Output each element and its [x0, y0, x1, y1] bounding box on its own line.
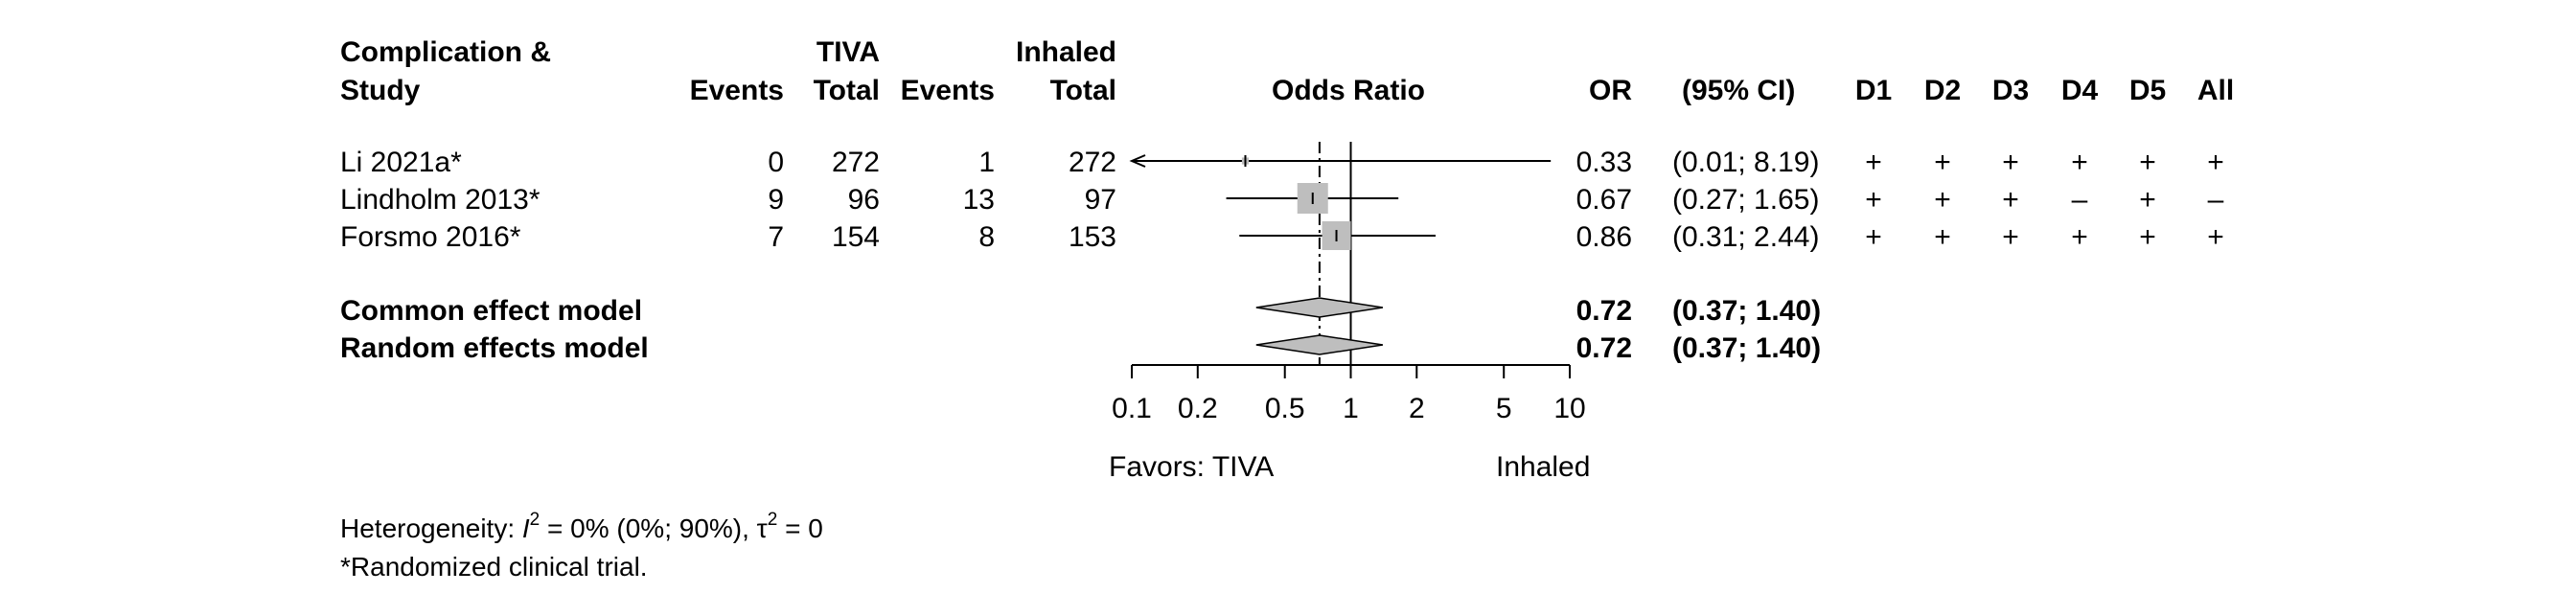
- rob-row: + + + + + +: [1865, 147, 2224, 178]
- study-total-inhaled: 97: [1085, 184, 1116, 216]
- rob-symbol: +: [2002, 184, 2019, 216]
- x-tick-label: 0.1: [1112, 393, 1152, 424]
- study-events-inhaled: 8: [978, 221, 995, 253]
- header-rob-d4: D4: [2061, 75, 2099, 106]
- model-name: Common effect model: [340, 295, 642, 327]
- rob-symbol: +: [2002, 147, 2019, 178]
- model-name: Random effects model: [340, 332, 649, 364]
- ci-arrow-left: [1129, 154, 1146, 168]
- study-ci: (0.27; 1.65): [1672, 184, 1819, 216]
- study-or: 0.67: [1576, 184, 1632, 216]
- header-study: Study: [340, 75, 421, 106]
- rob-symbol: +: [2002, 221, 2019, 253]
- study-ci: (0.01; 8.19): [1672, 147, 1819, 178]
- rob-symbol: +: [1934, 147, 1951, 178]
- rob-row: + + + + + +: [1865, 221, 2224, 253]
- rob-symbol: –: [2072, 184, 2088, 216]
- study-total-tiva: 96: [848, 184, 880, 216]
- pooled-diamond: [1255, 297, 1384, 318]
- x-tick-label: 10: [1553, 393, 1585, 424]
- header-events-1: Events: [690, 75, 784, 106]
- x-tick-label: 2: [1409, 393, 1425, 424]
- x-tick-label: 0.2: [1178, 393, 1218, 424]
- study-name: Li 2021a*: [340, 147, 462, 178]
- rob-symbol: +: [2139, 147, 2156, 178]
- rob-row: + + + – + –: [1865, 184, 2223, 216]
- x-tick-label: 0.5: [1265, 393, 1305, 424]
- header-complication: Complication &: [340, 36, 551, 68]
- study-events-tiva: 9: [768, 184, 784, 216]
- rob-symbol: +: [1934, 221, 1951, 253]
- rob-symbol: +: [1865, 184, 1882, 216]
- study-events-inhaled: 13: [963, 184, 995, 216]
- study-or: 0.86: [1576, 221, 1632, 253]
- header-rob-d3: D3: [1992, 75, 2029, 106]
- rob-symbol: +: [2207, 221, 2224, 253]
- study-total-tiva: 154: [832, 221, 880, 253]
- header-rob-all: All: [2197, 75, 2234, 106]
- favors-inhaled-label: Inhaled: [1496, 451, 1590, 483]
- header-rob-d2: D2: [1924, 75, 1961, 106]
- rob-symbol: +: [2207, 147, 2224, 178]
- study-name: Forsmo 2016*: [340, 221, 521, 253]
- header-group1: TIVA: [816, 36, 880, 68]
- rob-symbol: +: [2071, 221, 2088, 253]
- rob-symbol: +: [1865, 147, 1882, 178]
- study-ci: (0.31; 2.44): [1672, 221, 1819, 253]
- header-ci: (95% CI): [1682, 75, 1795, 106]
- rob-symbol: +: [1865, 221, 1882, 253]
- study-or: 0.33: [1576, 147, 1632, 178]
- model-or: 0.72: [1576, 295, 1632, 327]
- study-events-tiva: 7: [768, 221, 784, 253]
- rob-symbol: +: [2139, 221, 2156, 253]
- rob-symbol: +: [1934, 184, 1951, 216]
- trial-footnote: *Randomized clinical trial.: [340, 552, 648, 582]
- pooled-diamond: [1255, 334, 1384, 355]
- model-ci: (0.37; 1.40): [1672, 295, 1821, 327]
- header-total-1: Total: [814, 75, 880, 106]
- x-tick-label: 5: [1496, 393, 1512, 424]
- header-rob-d1: D1: [1855, 75, 1892, 106]
- favors-tiva-label: Favors: TIVA: [1109, 451, 1274, 483]
- study-events-tiva: 0: [768, 147, 784, 178]
- header-events-2: Events: [901, 75, 995, 106]
- heterogeneity-note: Heterogeneity: I2 = 0% (0%; 90%), τ2 = 0: [340, 510, 823, 543]
- rob-symbol: –: [2208, 184, 2224, 216]
- study-name: Lindholm 2013*: [340, 184, 540, 216]
- header-group2: Inhaled: [1016, 36, 1116, 68]
- study-total-inhaled: 272: [1069, 147, 1116, 178]
- header-rob-d5: D5: [2129, 75, 2166, 106]
- model-or: 0.72: [1576, 332, 1632, 364]
- rob-symbol: +: [2139, 184, 2156, 216]
- study-total-tiva: 272: [832, 147, 880, 178]
- odds-ratio-plot: 0.1 0.2 0.5 1 2 5 10: [1112, 142, 1586, 424]
- header-total-2: Total: [1050, 75, 1116, 106]
- header-or: OR: [1589, 75, 1632, 106]
- study-events-inhaled: 1: [978, 147, 995, 178]
- header-odds-ratio: Odds Ratio: [1272, 75, 1425, 106]
- x-tick-label: 1: [1343, 393, 1359, 424]
- study-total-inhaled: 153: [1069, 221, 1116, 253]
- rob-symbol: +: [2071, 147, 2088, 178]
- model-ci: (0.37; 1.40): [1672, 332, 1821, 364]
